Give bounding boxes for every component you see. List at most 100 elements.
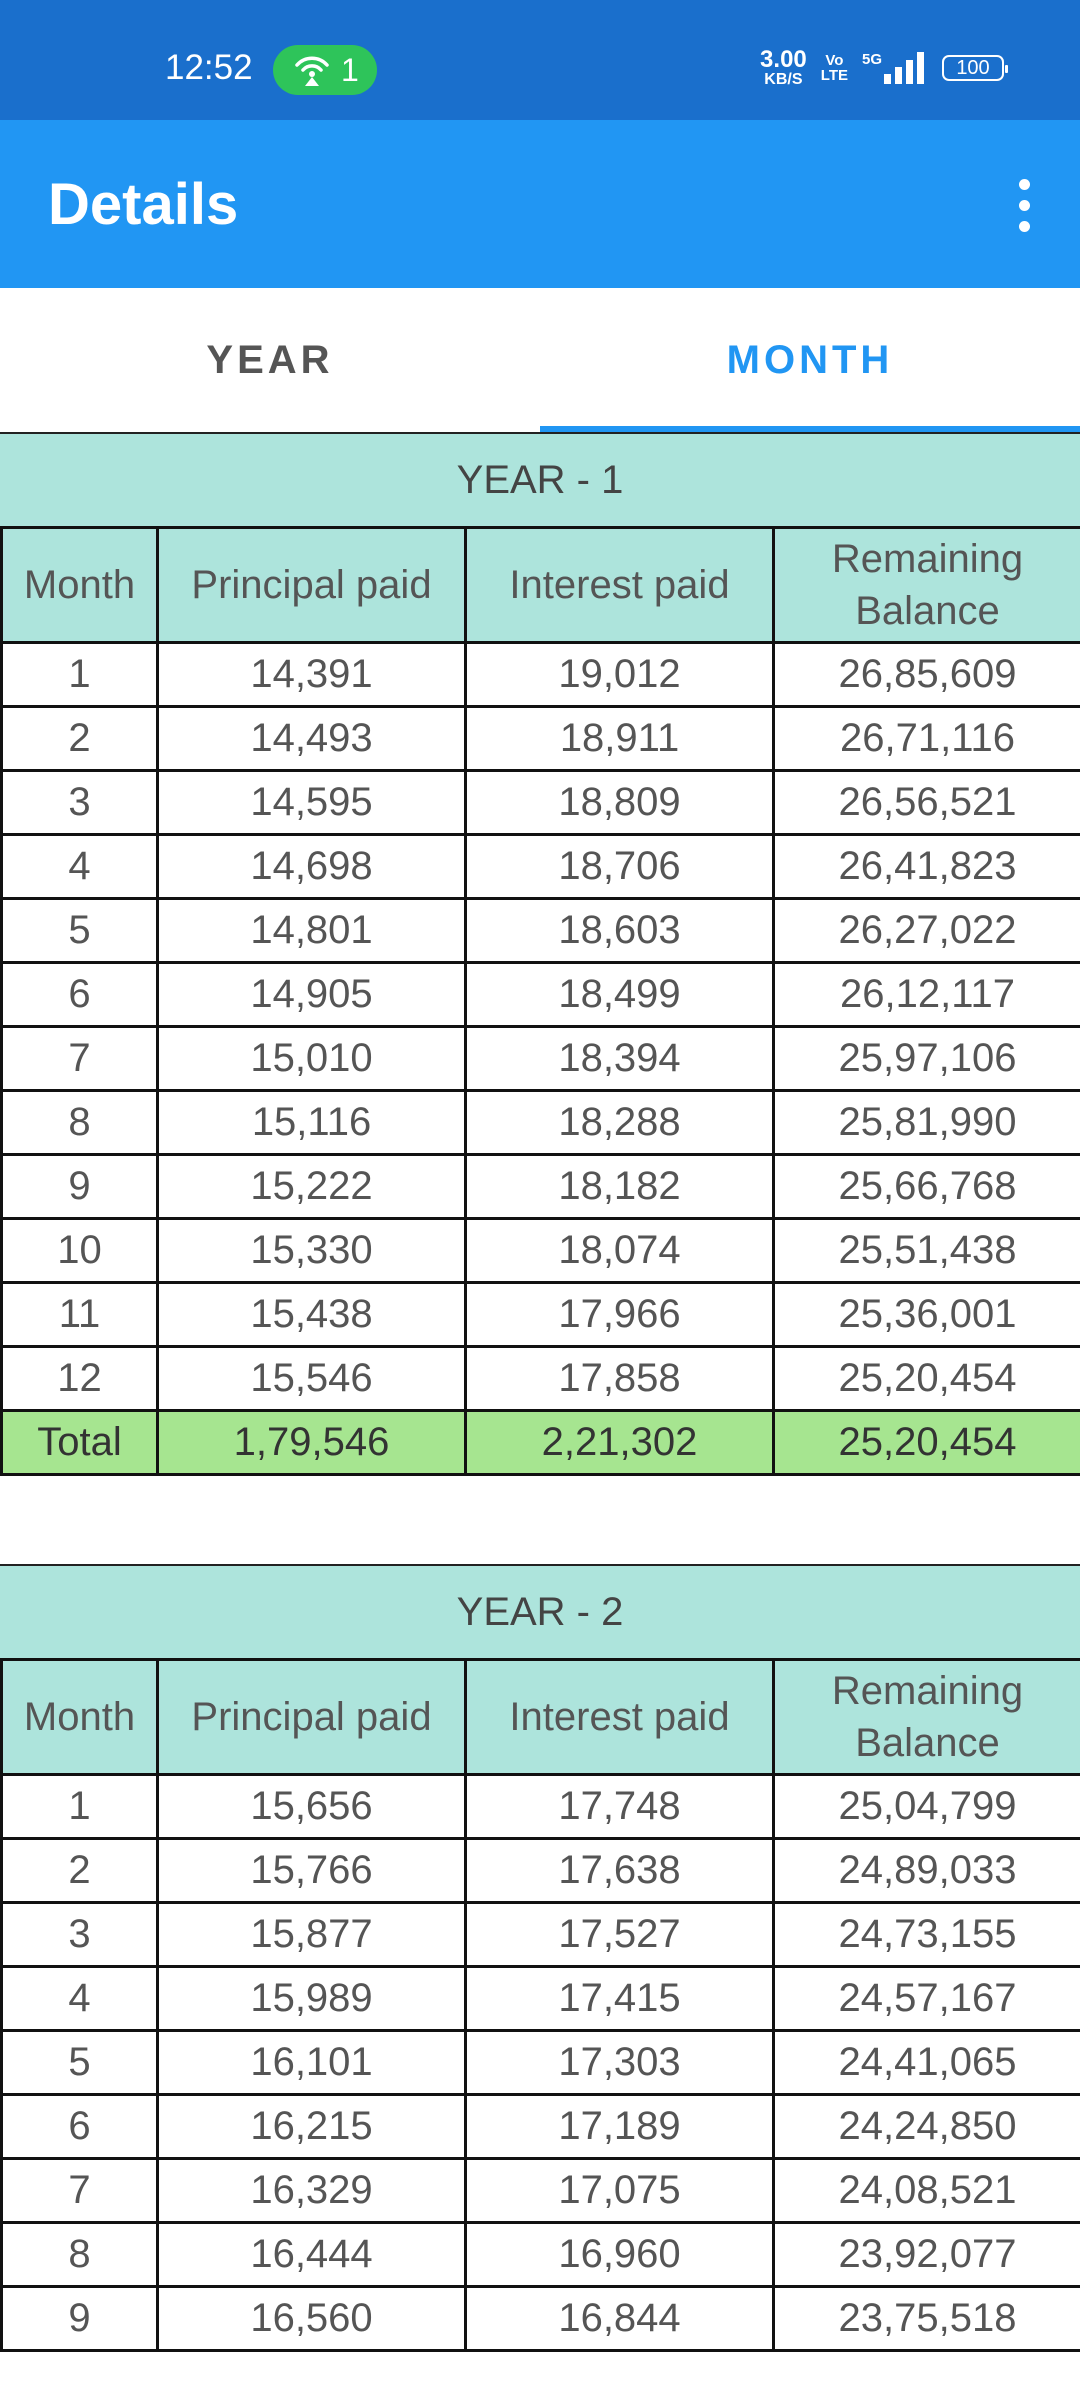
cell-interest: 18,809 bbox=[464, 769, 775, 836]
cell-interest: 18,706 bbox=[464, 833, 775, 900]
cell-month: 1 bbox=[0, 641, 159, 708]
cell-month: 3 bbox=[0, 769, 159, 836]
cell-interest: 17,075 bbox=[464, 2157, 775, 2224]
cell-principal: 15,546 bbox=[156, 1345, 467, 1412]
cell-month: 6 bbox=[0, 961, 159, 1028]
network-speed-unit: KB/S bbox=[764, 71, 803, 88]
table-row: 9 16,560 16,844 23,75,518 bbox=[0, 2285, 1080, 2352]
cell-month: 12 bbox=[0, 1345, 159, 1412]
cell-principal: 15,222 bbox=[156, 1153, 467, 1220]
total-interest: 2,21,302 bbox=[464, 1409, 775, 1476]
amortization-table: Month Principal paid Interest paid Remai… bbox=[0, 526, 1080, 1476]
cell-interest: 17,189 bbox=[464, 2093, 775, 2160]
cell-principal: 15,438 bbox=[156, 1281, 467, 1348]
total-principal: 1,79,546 bbox=[156, 1409, 467, 1476]
cell-interest: 17,415 bbox=[464, 1965, 775, 2032]
battery-icon: 100 bbox=[942, 55, 1008, 81]
cell-principal: 15,656 bbox=[156, 1773, 467, 1840]
cell-principal: 14,595 bbox=[156, 769, 467, 836]
table-header-row: Month Principal paid Interest paid Remai… bbox=[0, 1658, 1080, 1776]
signal-icon: 5G bbox=[862, 52, 928, 84]
cell-principal: 16,444 bbox=[156, 2221, 467, 2288]
column-header-balance: Remaining Balance bbox=[772, 1658, 1080, 1776]
table-row: 7 15,010 18,394 25,97,106 bbox=[0, 1025, 1080, 1092]
cell-principal: 15,989 bbox=[156, 1965, 467, 2032]
table-row: 5 14,801 18,603 26,27,022 bbox=[0, 897, 1080, 964]
cell-balance: 25,51,438 bbox=[772, 1217, 1080, 1284]
cell-principal: 14,905 bbox=[156, 961, 467, 1028]
cell-interest: 18,394 bbox=[464, 1025, 775, 1092]
network-type: 5G bbox=[861, 51, 882, 68]
cell-balance: 25,36,001 bbox=[772, 1281, 1080, 1348]
table-row: 6 14,905 18,499 26,12,117 bbox=[0, 961, 1080, 1028]
total-row: Total 1,79,546 2,21,302 25,20,454 bbox=[0, 1409, 1080, 1476]
cell-balance: 26,41,823 bbox=[772, 833, 1080, 900]
hotspot-indicator[interactable]: 1 bbox=[273, 45, 377, 95]
cell-principal: 16,215 bbox=[156, 2093, 467, 2160]
table-row: 5 16,101 17,303 24,41,065 bbox=[0, 2029, 1080, 2096]
cell-month: 1 bbox=[0, 1773, 159, 1840]
cell-interest: 17,858 bbox=[464, 1345, 775, 1412]
cell-month: 8 bbox=[0, 2221, 159, 2288]
volte-icon: Vo LTE bbox=[821, 53, 848, 83]
table-row: 9 15,222 18,182 25,66,768 bbox=[0, 1153, 1080, 1220]
cell-balance: 23,75,518 bbox=[772, 2285, 1080, 2352]
schedule-list[interactable]: YEAR - 1 Month Principal paid Interest p… bbox=[0, 432, 1080, 2400]
cell-principal: 16,560 bbox=[156, 2285, 467, 2352]
cell-month: 3 bbox=[0, 1901, 159, 1968]
cell-month: 10 bbox=[0, 1217, 159, 1284]
cell-interest: 19,012 bbox=[464, 641, 775, 708]
cell-principal: 15,766 bbox=[156, 1837, 467, 1904]
tab-year[interactable]: YEAR bbox=[206, 337, 334, 382]
cell-month: 5 bbox=[0, 2029, 159, 2096]
cell-principal: 15,010 bbox=[156, 1025, 467, 1092]
cell-principal: 15,330 bbox=[156, 1217, 467, 1284]
cell-balance: 24,57,167 bbox=[772, 1965, 1080, 2032]
cell-principal: 14,801 bbox=[156, 897, 467, 964]
cell-principal: 14,698 bbox=[156, 833, 467, 900]
cell-balance: 24,41,065 bbox=[772, 2029, 1080, 2096]
app-bar: Details bbox=[0, 120, 1080, 288]
status-icons: 3.00 KB/S Vo LTE 5G 100 bbox=[760, 48, 1008, 88]
cell-interest: 17,638 bbox=[464, 1837, 775, 1904]
column-header-month: Month bbox=[0, 1658, 159, 1776]
cell-month: 7 bbox=[0, 2157, 159, 2224]
total-label: Total bbox=[0, 1409, 159, 1476]
total-balance: 25,20,454 bbox=[772, 1409, 1080, 1476]
cell-month: 9 bbox=[0, 1153, 159, 1220]
cell-balance: 25,97,106 bbox=[772, 1025, 1080, 1092]
cell-balance: 25,81,990 bbox=[772, 1089, 1080, 1156]
cell-interest: 18,182 bbox=[464, 1153, 775, 1220]
status-bar: 12:52 1 3.00 KB/S Vo LTE 5G bbox=[0, 0, 1080, 120]
cell-balance: 24,73,155 bbox=[772, 1901, 1080, 1968]
cell-month: 5 bbox=[0, 897, 159, 964]
table-row: 11 15,438 17,966 25,36,001 bbox=[0, 1281, 1080, 1348]
cell-month: 8 bbox=[0, 1089, 159, 1156]
cell-principal: 16,329 bbox=[156, 2157, 467, 2224]
battery-level: 100 bbox=[956, 56, 990, 79]
cell-balance: 23,92,077 bbox=[772, 2221, 1080, 2288]
column-header-interest: Interest paid bbox=[464, 1658, 775, 1776]
network-speed: 3.00 KB/S bbox=[760, 48, 807, 88]
cell-balance: 26,85,609 bbox=[772, 641, 1080, 708]
table-row: 6 16,215 17,189 24,24,850 bbox=[0, 2093, 1080, 2160]
cell-balance: 24,89,033 bbox=[772, 1837, 1080, 1904]
more-vert-icon[interactable] bbox=[996, 170, 1052, 240]
table-row: 3 15,877 17,527 24,73,155 bbox=[0, 1901, 1080, 1968]
cell-principal: 14,493 bbox=[156, 705, 467, 772]
table-row: 3 14,595 18,809 26,56,521 bbox=[0, 769, 1080, 836]
cell-month: 6 bbox=[0, 2093, 159, 2160]
table-row: 1 14,391 19,012 26,85,609 bbox=[0, 641, 1080, 708]
table-row: 2 15,766 17,638 24,89,033 bbox=[0, 1837, 1080, 1904]
year-header: YEAR - 2 bbox=[0, 1564, 1080, 1658]
cell-principal: 15,877 bbox=[156, 1901, 467, 1968]
cell-principal: 16,101 bbox=[156, 2029, 467, 2096]
tab-month[interactable]: MONTH bbox=[540, 288, 1080, 432]
cell-balance: 25,66,768 bbox=[772, 1153, 1080, 1220]
network-speed-value: 3.00 bbox=[760, 46, 807, 73]
table-row: 4 15,989 17,415 24,57,167 bbox=[0, 1965, 1080, 2032]
cell-month: 2 bbox=[0, 1837, 159, 1904]
cell-balance: 26,71,116 bbox=[772, 705, 1080, 772]
table-row: 4 14,698 18,706 26,41,823 bbox=[0, 833, 1080, 900]
cell-principal: 14,391 bbox=[156, 641, 467, 708]
